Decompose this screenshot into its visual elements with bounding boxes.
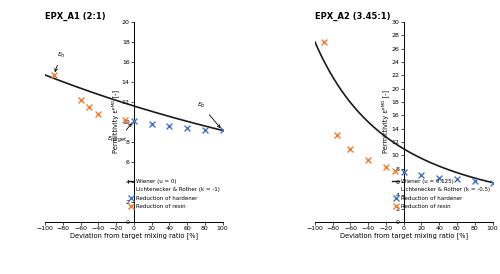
Legend: Wiener (u = 0.125), Lichtenecker & Rother (k = -0.5), Reduction of hardener, Red: Wiener (u = 0.125), Lichtenecker & Rothe… [392, 179, 490, 209]
Y-axis label: Permittivity εᵖᴹᴰ [-]: Permittivity εᵖᴹᴰ [-] [111, 90, 119, 153]
Point [346, 146, 354, 151]
Text: $\varepsilon_{target}$: $\varepsilon_{target}$ [108, 124, 132, 145]
Point [400, 170, 407, 174]
Text: $\varepsilon_b$: $\varepsilon_b$ [197, 101, 220, 128]
Point [488, 180, 496, 185]
Text: EPX_A2 (3.45:1): EPX_A2 (3.45:1) [315, 12, 390, 21]
Point [86, 105, 94, 109]
Text: $\varepsilon_h$: $\varepsilon_h$ [55, 51, 66, 72]
Point [218, 128, 226, 133]
Text: EPX_A1 (2:1): EPX_A1 (2:1) [45, 12, 106, 21]
Legend: Wiener (u = 0), Lichtenecker & Rother (k = -1), Reduction of hardener, Reduction: Wiener (u = 0), Lichtenecker & Rother (k… [128, 179, 220, 209]
Point [333, 133, 341, 138]
Point [94, 112, 102, 116]
Point [435, 176, 443, 180]
Point [453, 177, 461, 181]
Point [121, 118, 129, 123]
Point [76, 98, 84, 102]
Point [130, 119, 138, 123]
Point [320, 40, 328, 44]
Point [183, 126, 191, 131]
Point [50, 73, 58, 77]
Point [201, 128, 209, 132]
X-axis label: Deviation from target mixing ratio [%]: Deviation from target mixing ratio [%] [70, 233, 198, 239]
Point [418, 172, 426, 177]
Point [148, 122, 156, 126]
X-axis label: Deviation from target mixing ratio [%]: Deviation from target mixing ratio [%] [340, 233, 468, 239]
Point [382, 165, 390, 169]
Y-axis label: Permittivity εᵖᴹᴰ [-]: Permittivity εᵖᴹᴰ [-] [381, 90, 389, 153]
Point [364, 158, 372, 162]
Point [166, 124, 173, 128]
Point [470, 178, 478, 183]
Point [391, 169, 399, 173]
